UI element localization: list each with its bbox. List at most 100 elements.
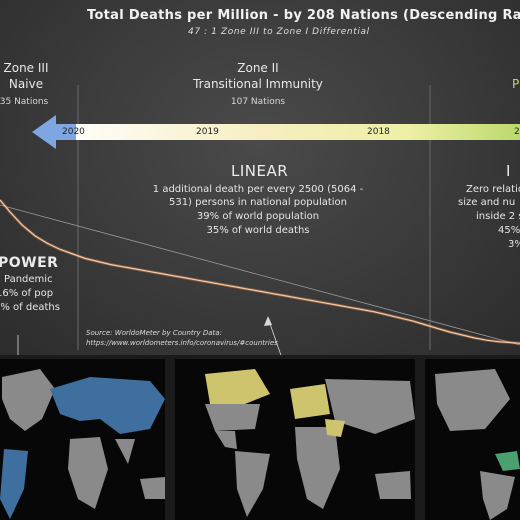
series-point: [298, 297, 300, 299]
map-zone3-svg: [0, 369, 165, 519]
right-line-3: inside 2 s: [476, 211, 520, 222]
series-point: [135, 268, 137, 270]
source-line-2: https://www.worldometers.info/coronaviru…: [86, 339, 278, 347]
series-point: [223, 284, 225, 286]
series-point: [160, 273, 162, 274]
map-zone2: [175, 359, 415, 520]
series-point: [286, 295, 287, 297]
right-line-1: Zero relatio: [466, 184, 520, 195]
map-zone3-north-america: [2, 369, 55, 431]
series-point: [411, 320, 413, 322]
linear-line-4: 35% of world deaths: [206, 225, 310, 236]
series-point: [499, 341, 501, 343]
right-line-2: size and nu: [458, 197, 516, 208]
series-point: [72, 253, 74, 255]
map-zone1-north-america: [435, 369, 510, 431]
map-zone2-usa: [205, 404, 260, 431]
zone3-name: Zone III: [3, 61, 49, 75]
series-point: [172, 275, 174, 277]
series-point: [9, 211, 11, 213]
map-zone3-europe-asia: [50, 377, 165, 434]
series-point: [311, 300, 312, 301]
timeline-bar: [54, 124, 520, 140]
map-zone1-svg: [435, 369, 520, 520]
linear-heading: LINEAR: [231, 162, 289, 180]
linear-line-3: 39% of world population: [196, 211, 320, 222]
power-heading: POWER: [0, 255, 59, 271]
series-point: [85, 258, 86, 259]
series-point: [122, 266, 124, 268]
map-zone2-asia: [325, 379, 415, 434]
power-line-2: 16% of pop: [0, 288, 54, 299]
power-line-1: Pandemic: [4, 274, 53, 285]
right-line-4: 45%: [498, 225, 520, 236]
timeline-arrow-shaft: [54, 124, 76, 140]
map-zone2-central-america: [215, 431, 237, 449]
series-point: [399, 317, 400, 319]
series-point: [386, 314, 388, 316]
map-zone2-south-america: [235, 451, 270, 517]
map-zone2-australia: [375, 471, 411, 499]
timeline-year-partial: 2: [514, 127, 520, 137]
timeline-year-2018: 2018: [367, 127, 390, 137]
map-zone3-south-america: [0, 449, 28, 519]
pointer-arrow-head: [264, 316, 272, 326]
linear-line-1: 1 additional death per every 2500 (5064 …: [152, 184, 364, 195]
linear-trend-line: [0, 204, 520, 346]
series-point: [34, 235, 36, 237]
map-zone2-middle-east: [325, 419, 345, 437]
chart-subtitle: 47 : 1 Zone III to Zone I Differential: [188, 27, 370, 37]
series-group: [0, 199, 520, 345]
series-point: [361, 309, 363, 310]
series-point: [486, 339, 488, 341]
series-point: [260, 291, 262, 292]
series-point: [424, 324, 425, 325]
zone3-count: 35 Nations: [0, 97, 49, 107]
map-zone3-india: [115, 439, 135, 464]
chart-panel: Total Deaths per Million - by 208 Nation…: [0, 0, 520, 355]
zone2-label: Transitional Immunity: [193, 77, 323, 91]
map-zone3-africa: [68, 437, 108, 509]
map-zone2-africa: [295, 427, 340, 509]
right-heading: I: [506, 162, 511, 180]
series-point: [185, 277, 187, 279]
series-point: [373, 311, 375, 313]
series-point: [110, 264, 111, 265]
series-point: [97, 261, 99, 262]
series-point: [198, 279, 199, 281]
series-point: [47, 243, 49, 244]
series-point: [210, 282, 212, 283]
series-point: [348, 306, 350, 308]
series-point: [436, 327, 438, 329]
chart-svg: [0, 85, 520, 355]
series-point: [509, 342, 511, 343]
timeline-year-2019: 2019: [196, 127, 219, 137]
zone2-count: 107 Nations: [230, 97, 286, 107]
series-point: [336, 304, 337, 306]
series-point: [474, 337, 476, 339]
linear-line-2: 531) persons in national population: [168, 197, 348, 208]
zone2-name: Zone II: [237, 61, 279, 75]
right-line-5: 3%: [508, 239, 520, 250]
series-point: [147, 270, 149, 272]
map-zone2-canada: [205, 369, 270, 404]
series-point: [248, 288, 250, 290]
power-line-3: 2% of deaths: [0, 302, 60, 313]
series-point: [273, 293, 275, 295]
pointer-arrow-line: [267, 317, 282, 355]
series-point: [59, 249, 61, 250]
zone1-label: P: [512, 77, 520, 91]
series-point: [461, 334, 463, 336]
source-line-1: Source: WorldoMeter by Country Data:: [86, 329, 222, 337]
series-point: [22, 225, 23, 226]
series-point: [449, 331, 451, 333]
map-zone2-europe: [290, 384, 330, 419]
map-zone2-svg: [205, 369, 415, 517]
map-zone1: [425, 359, 520, 520]
map-zone1-caribbean: [495, 451, 520, 471]
series-point: [235, 286, 237, 288]
maps-strip: [0, 355, 520, 520]
series-point: [323, 302, 325, 304]
map-zone3-australia: [140, 477, 165, 499]
